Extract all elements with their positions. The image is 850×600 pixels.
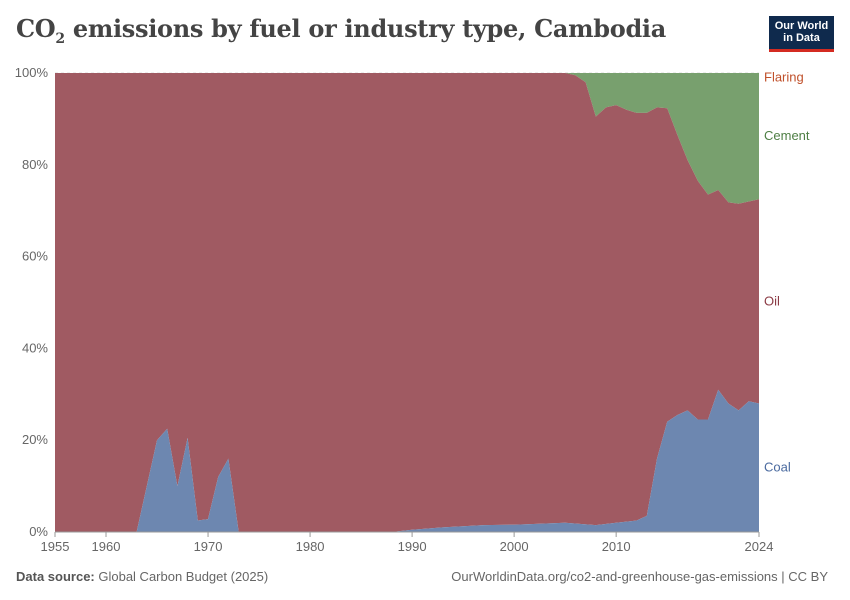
x-tick-label: 2024 [745,539,774,554]
y-tick-label: 20% [22,432,48,447]
x-tick-label: 1960 [92,539,121,554]
x-tick-label: 1980 [296,539,325,554]
chart-title: CO2 emissions by fuel or industry type, … [16,14,667,47]
y-tick-label: 60% [22,249,48,264]
series-label-oil: Oil [764,293,780,308]
series-label-flaring: Flaring [764,70,804,85]
y-tick-label: 100% [15,65,49,80]
source-url-link[interactable]: OurWorldinData.org/co2-and-greenhouse-ga… [451,569,828,584]
x-tick-label: 2000 [500,539,529,554]
x-tick-label: 1955 [41,539,70,554]
logo-line-2: in Data [783,32,820,44]
y-tick-label: 0% [29,524,48,539]
series-label-coal: Coal [764,460,791,475]
y-tick-label: 40% [22,340,48,355]
area-oil [55,73,759,532]
x-axis-ticks: 1955 1960 1970 1980 1990 2000 2010 2024 [41,531,774,554]
x-tick-label: 2010 [602,539,631,554]
area-cement [55,73,759,204]
y-axis-ticks: 0% 20% 40% 60% 80% 100% [15,65,49,539]
owid-logo[interactable]: Our World in Data [769,16,834,52]
data-source: Data source: Global Carbon Budget (2025) [16,569,269,584]
series-labels: Coal Oil Cement Flaring [764,70,810,475]
y-tick-label: 80% [22,157,48,172]
series-label-cement: Cement [764,128,810,143]
stacked-areas [55,73,759,532]
x-tick-label: 1990 [398,539,427,554]
logo-line-1: Our World [774,20,829,32]
x-tick-label: 1970 [194,539,223,554]
area-coal [55,389,759,532]
